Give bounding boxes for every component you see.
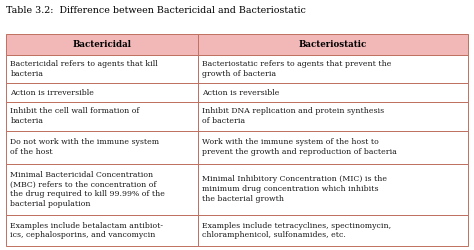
Text: Examples include tetracyclines, spectinomycin,
chloramphenicol, sulfonamides, et: Examples include tetracyclines, spectino…: [202, 222, 392, 239]
Text: Minimal Inhibitory Concentration (MIC) is the
minimum drug concentration which i: Minimal Inhibitory Concentration (MIC) i…: [202, 176, 387, 203]
Text: Action is irreversible: Action is irreversible: [10, 88, 94, 96]
Text: Table 3.2:  Difference between Bactericidal and Bacteriostatic: Table 3.2: Difference between Bactericid…: [6, 6, 306, 15]
Text: Action is reversible: Action is reversible: [202, 88, 280, 96]
Text: Bacteriostatic: Bacteriostatic: [299, 40, 367, 49]
Text: Inhibit DNA replication and protein synthesis
of bacteria: Inhibit DNA replication and protein synt…: [202, 107, 384, 125]
Text: Examples include betalactam antibiot-
ics, cephalosporins, and vancomycin: Examples include betalactam antibiot- ic…: [10, 222, 164, 239]
Text: Do not work with the immune system
of the host: Do not work with the immune system of th…: [10, 138, 160, 156]
Text: Inhibit the cell wall formation of
bacteria: Inhibit the cell wall formation of bacte…: [10, 107, 140, 125]
Text: Bactericidal: Bactericidal: [72, 40, 131, 49]
Text: Minimal Bactericidal Concentration
(MBC) refers to the concentration of
the drug: Minimal Bactericidal Concentration (MBC)…: [10, 170, 165, 208]
Text: Bacteriostatic refers to agents that prevent the
growth of bacteria: Bacteriostatic refers to agents that pre…: [202, 60, 392, 78]
Text: Work with the immune system of the host to
prevent the growth and reproduction o: Work with the immune system of the host …: [202, 138, 397, 156]
Text: Bactericidal refers to agents that kill
bacteria: Bactericidal refers to agents that kill …: [10, 60, 158, 78]
